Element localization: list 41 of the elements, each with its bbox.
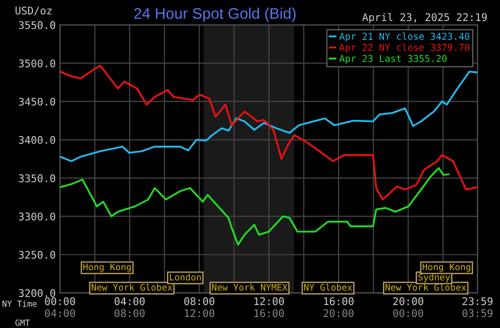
x2-tick-label: 12:00 (184, 309, 214, 318)
x2-axis-title: GMT (15, 320, 30, 326)
x2-tick-label: 03:59 (462, 309, 492, 318)
annotation: NY Globex (304, 284, 352, 291)
x2-tick-label: 20:00 (324, 309, 354, 318)
y-tick-label: 3250.0 (18, 250, 56, 259)
annotation: New York Globex (386, 284, 466, 291)
x2-tick-label: 16:00 (254, 309, 284, 318)
annotation: Hong Kong (83, 264, 131, 272)
x2-tick-label: 00:00 (393, 309, 424, 318)
annotation: Sydney (418, 274, 450, 282)
chart-title: 24 Hour Spot Gold (Bid) (134, 8, 296, 22)
y-tick-label: 3400.0 (18, 136, 56, 144)
y-tick-label: 3200.0 (18, 289, 56, 298)
y-tick-label: 3300.0 (18, 212, 56, 220)
annotation: Hong Kong (422, 264, 470, 272)
y-tick-label: 3450.0 (18, 98, 56, 106)
y-tick-label: 3350.0 (18, 174, 56, 182)
line-series (60, 70, 478, 162)
x2-tick-label: 04:00 (45, 309, 76, 318)
annotation: London (170, 274, 201, 281)
legend-label: Apr 23 Last 3355.20 (339, 54, 447, 64)
x-tick-label: 00:00 (45, 297, 76, 306)
x2-tick-label: 08:00 (114, 309, 145, 318)
x-tick-label: 20:00 (393, 297, 424, 306)
chart-subtitle: April 23, 2025 22:19 (362, 12, 487, 24)
y-axis-title: USD/oz (16, 6, 52, 16)
line-series (60, 167, 450, 246)
y-tick-label: 3500.0 (18, 59, 56, 68)
x-axis-title: NY Time (2, 300, 37, 307)
x-tick-label: 23:59 (462, 297, 492, 306)
x-tick-label: 12:00 (254, 297, 284, 306)
x-tick-label: 04:00 (114, 297, 145, 306)
annotation: New York Globex (92, 284, 172, 291)
x-tick-label: 08:00 (184, 297, 214, 306)
legend-label: Apr 21 NY close 3423.40 (339, 32, 470, 42)
y-tick-label: 3550.0 (18, 21, 56, 30)
legend-label: Apr 22 NY close 3379.70 (339, 44, 470, 53)
line-series (60, 64, 478, 200)
annotation: New York NYMEX (212, 284, 288, 291)
x-tick-label: 16:00 (324, 297, 354, 306)
